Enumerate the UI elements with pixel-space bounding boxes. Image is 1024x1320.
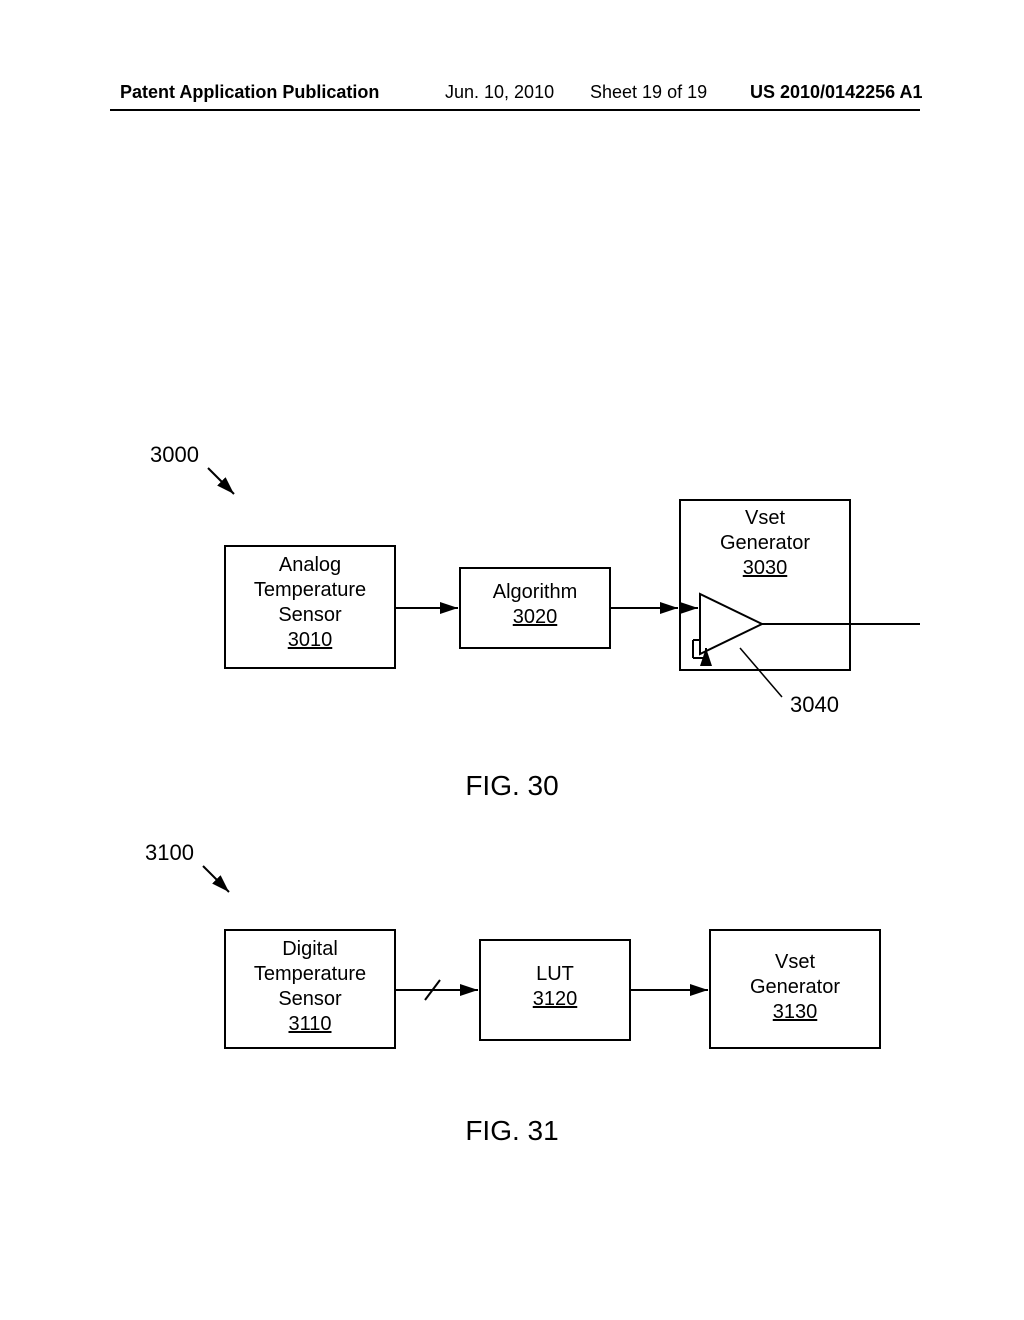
- amplifier-icon: [680, 594, 920, 658]
- page: Patent Application Publication Jun. 10, …: [0, 0, 1024, 1320]
- diagram-svg: [0, 0, 1024, 1320]
